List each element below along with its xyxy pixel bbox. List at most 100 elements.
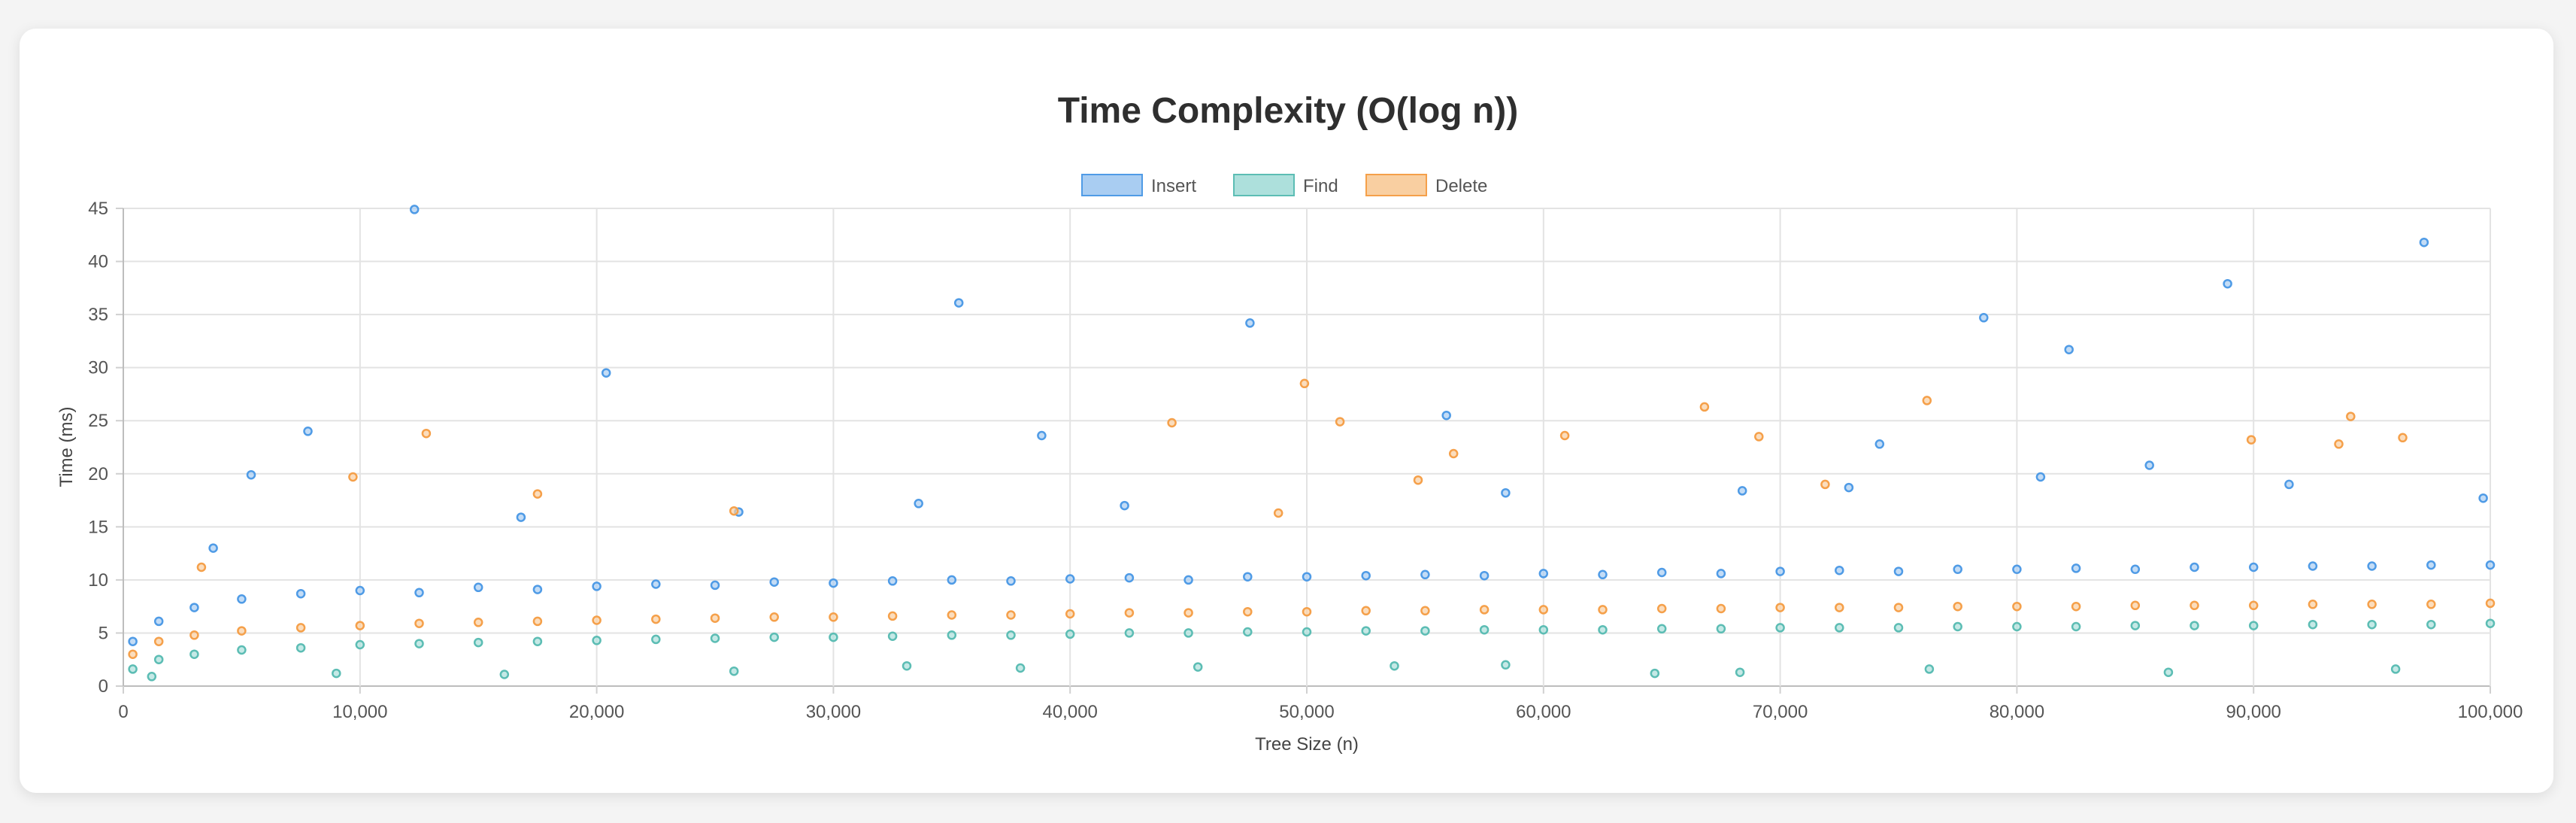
data-point bbox=[473, 637, 483, 648]
data-point bbox=[1243, 627, 1253, 637]
data-point bbox=[1120, 500, 1129, 511]
data-point bbox=[1501, 487, 1511, 498]
data-point bbox=[1716, 569, 1726, 579]
data-point bbox=[2130, 564, 2141, 575]
data-point bbox=[1656, 567, 1667, 578]
data-point bbox=[1183, 608, 1193, 618]
data-point bbox=[1893, 566, 1904, 576]
data-point bbox=[1167, 418, 1177, 428]
data-point bbox=[2308, 600, 2318, 609]
data-point bbox=[128, 664, 138, 674]
data-point bbox=[1302, 627, 1312, 637]
data-point bbox=[1598, 605, 1608, 615]
data-point bbox=[332, 668, 341, 679]
data-point bbox=[2346, 412, 2356, 421]
x-tick-label: 90,000 bbox=[2226, 702, 2281, 722]
data-point bbox=[2248, 562, 2259, 572]
data-point bbox=[1835, 623, 1844, 633]
legend-item-delete[interactable]: Delete bbox=[1365, 174, 1487, 196]
data-point bbox=[1065, 629, 1075, 639]
x-tick-label: 50,000 bbox=[1279, 702, 1334, 722]
data-point bbox=[246, 469, 256, 480]
data-point bbox=[1844, 482, 1854, 493]
data-point bbox=[2419, 237, 2429, 248]
y-axis-ticks: 0 5 10 15 20 25 30 35 40 45 bbox=[88, 199, 108, 697]
x-tick-label: 70,000 bbox=[1753, 702, 1808, 722]
data-point bbox=[1183, 575, 1193, 585]
data-point bbox=[355, 639, 365, 650]
data-point bbox=[189, 649, 199, 659]
data-point bbox=[1775, 623, 1785, 633]
data-point bbox=[208, 543, 218, 553]
data-point bbox=[2190, 621, 2199, 630]
data-point bbox=[829, 578, 838, 588]
data-point bbox=[1124, 572, 1135, 583]
data-point bbox=[2485, 560, 2496, 570]
data-point bbox=[592, 615, 602, 625]
data-point bbox=[887, 611, 898, 621]
data-point bbox=[829, 632, 838, 642]
data-point bbox=[2426, 560, 2436, 570]
data-point bbox=[532, 489, 543, 499]
data-point bbox=[2071, 601, 2081, 612]
data-point bbox=[1754, 432, 1764, 442]
data-point bbox=[1479, 624, 1490, 635]
data-point bbox=[2426, 600, 2436, 609]
data-point bbox=[1501, 660, 1511, 670]
data-point bbox=[1413, 475, 1423, 485]
y-tick-label: 10 bbox=[88, 570, 108, 591]
series-find bbox=[128, 618, 2496, 682]
data-point bbox=[414, 618, 424, 628]
data-point bbox=[1775, 566, 1785, 576]
data-point bbox=[1979, 313, 1989, 323]
data-point bbox=[1650, 668, 1660, 679]
y-tick-label: 35 bbox=[88, 305, 108, 325]
data-point bbox=[1775, 603, 1785, 612]
data-point bbox=[1243, 572, 1253, 582]
data-point bbox=[2367, 561, 2377, 571]
x-tick-label: 0 bbox=[118, 702, 128, 722]
legend-item-insert[interactable]: Insert bbox=[1081, 174, 1196, 196]
data-point bbox=[887, 631, 898, 641]
data-point bbox=[189, 630, 199, 640]
data-point bbox=[532, 585, 543, 594]
data-point bbox=[2144, 460, 2154, 470]
data-point bbox=[769, 612, 779, 622]
data-point bbox=[421, 428, 432, 439]
data-point bbox=[1420, 569, 1430, 580]
data-point bbox=[2071, 621, 2081, 632]
data-point bbox=[237, 645, 247, 655]
data-point bbox=[2334, 439, 2344, 449]
data-point bbox=[1245, 318, 1255, 328]
data-point bbox=[303, 427, 313, 436]
data-point bbox=[729, 666, 739, 676]
data-point bbox=[1124, 608, 1135, 618]
data-point bbox=[947, 630, 957, 640]
data-point bbox=[1538, 605, 1549, 615]
data-point bbox=[2012, 564, 2022, 575]
data-point bbox=[1479, 570, 1490, 581]
data-point bbox=[2248, 621, 2259, 630]
data-point bbox=[1835, 603, 1844, 612]
data-point bbox=[1716, 603, 1726, 614]
series-delete bbox=[128, 378, 2496, 659]
legend-item-find[interactable]: Find bbox=[1233, 174, 1338, 196]
data-point bbox=[1273, 508, 1283, 518]
data-point bbox=[2248, 600, 2259, 611]
data-point bbox=[1559, 430, 1570, 441]
data-point bbox=[237, 594, 247, 604]
data-point bbox=[2485, 598, 2496, 609]
data-point bbox=[414, 588, 424, 598]
data-point bbox=[516, 512, 526, 522]
data-point bbox=[196, 562, 207, 572]
data-point bbox=[2398, 433, 2408, 443]
data-point bbox=[601, 368, 611, 378]
data-point bbox=[473, 618, 483, 627]
series-insert bbox=[128, 205, 2496, 646]
x-tick-label: 20,000 bbox=[569, 702, 624, 722]
data-point bbox=[1065, 609, 1075, 619]
data-point bbox=[710, 580, 720, 591]
data-point bbox=[1065, 574, 1075, 584]
data-point bbox=[1538, 569, 1549, 579]
